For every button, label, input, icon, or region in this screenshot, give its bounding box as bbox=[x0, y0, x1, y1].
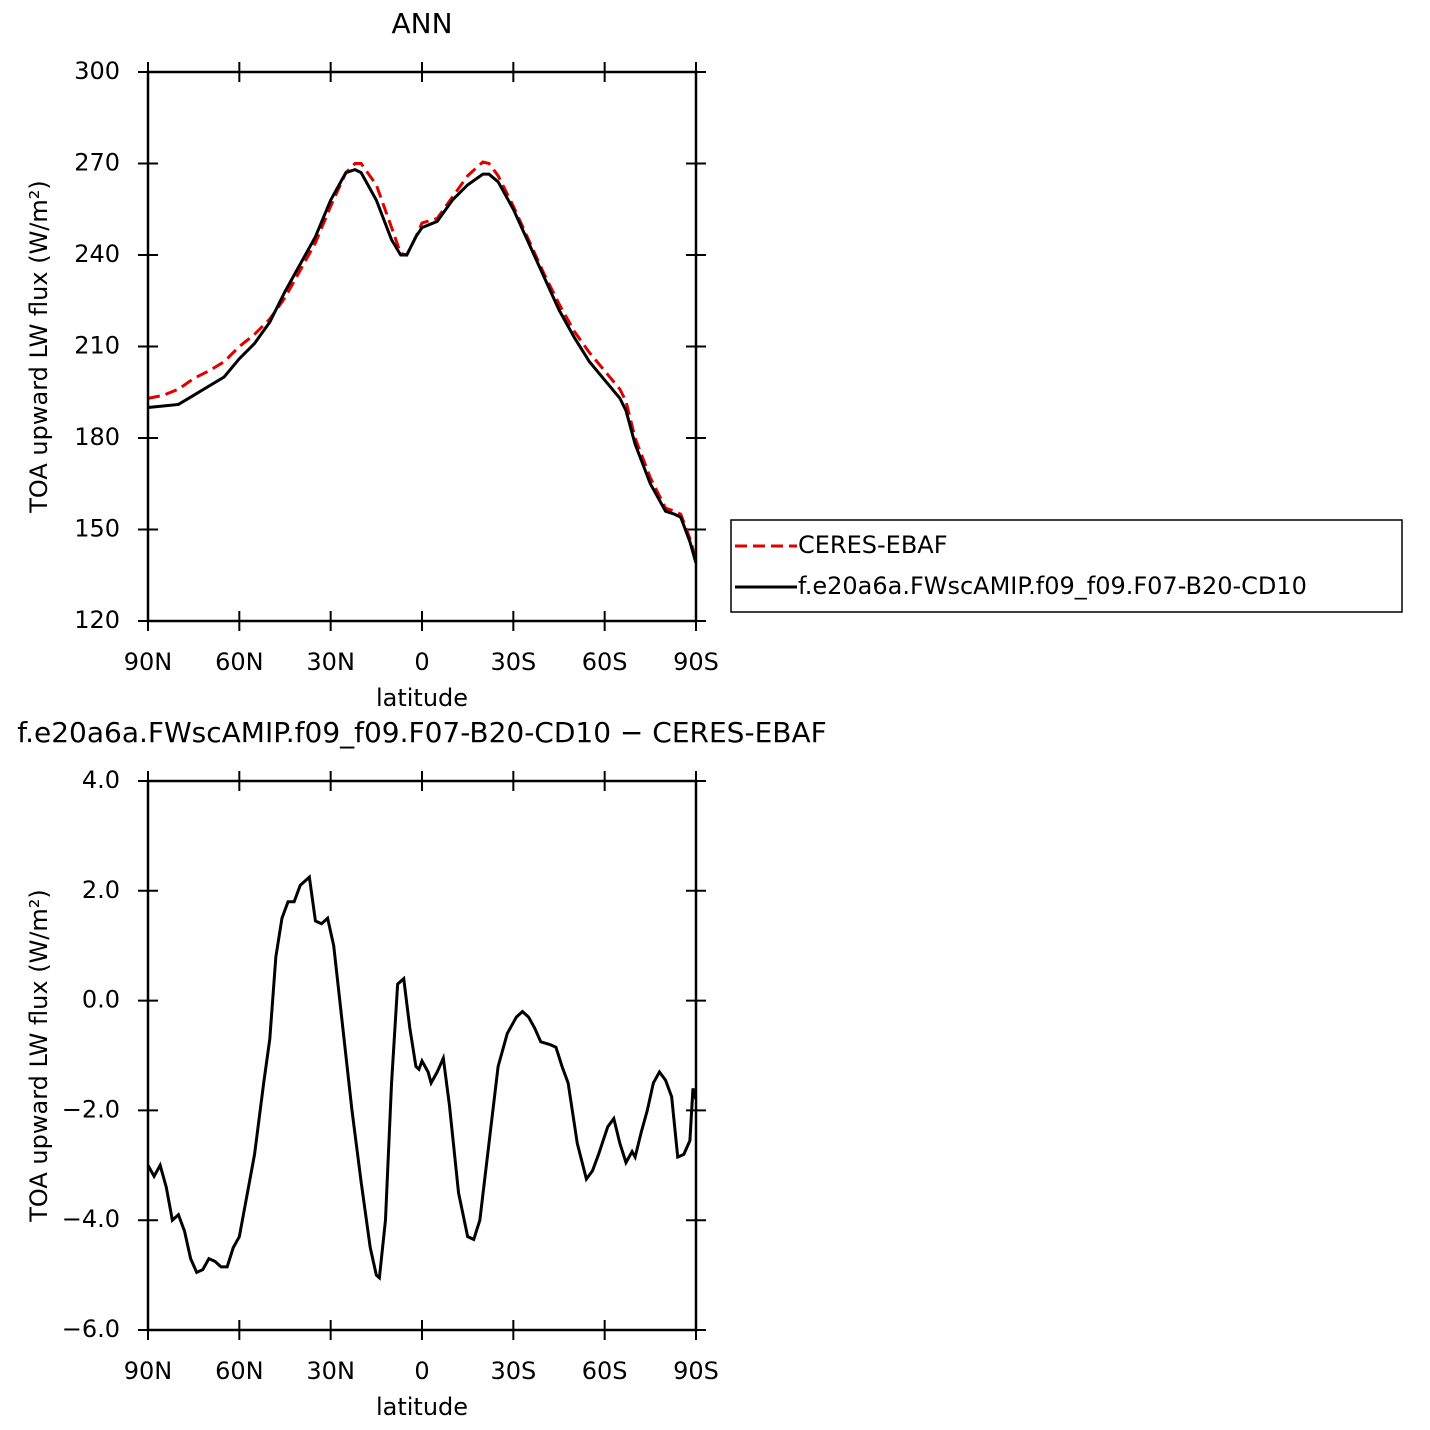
x-tick-label: 30S bbox=[490, 648, 536, 676]
y-tick-label: 2.0 bbox=[82, 876, 120, 904]
x-tick-label: 30S bbox=[490, 1357, 536, 1385]
y-axis-label: TOA upward LW flux (W/m²) bbox=[25, 889, 53, 1223]
x-tick-label: 90S bbox=[673, 648, 719, 676]
x-tick-label: 30N bbox=[306, 648, 355, 676]
legend-label: CERES-EBAF bbox=[798, 531, 948, 559]
x-tick-label: 0 bbox=[414, 648, 429, 676]
x-tick-label: 60S bbox=[582, 648, 628, 676]
plot-frame bbox=[146, 70, 698, 623]
data-line bbox=[146, 874, 698, 1281]
y-tick-label: 300 bbox=[74, 57, 120, 85]
y-tick-label: 150 bbox=[74, 515, 120, 543]
y-tick-label: 0.0 bbox=[82, 986, 120, 1014]
data-line bbox=[147, 167, 698, 564]
x-tick-label: 90S bbox=[673, 1357, 719, 1385]
legend-label: f.e20a6a.FWscAMIP.f09_f09.F07-B20-CD10 bbox=[798, 572, 1307, 600]
x-tick-label: 60N bbox=[215, 648, 264, 676]
x-tick-label: 60N bbox=[215, 1357, 264, 1385]
y-tick-label: −6.0 bbox=[62, 1315, 120, 1343]
y-tick-label: 180 bbox=[74, 423, 120, 451]
data-line bbox=[147, 160, 698, 561]
y-tick-label: −2.0 bbox=[62, 1095, 120, 1123]
y-tick-label: 120 bbox=[74, 606, 120, 634]
x-axis-label: latitude bbox=[376, 1393, 468, 1421]
y-tick-label: 4.0 bbox=[82, 766, 120, 794]
x-tick-label: 90N bbox=[124, 1357, 173, 1385]
plot-frame bbox=[146, 779, 698, 1332]
x-tick-label: 30N bbox=[306, 1357, 355, 1385]
y-tick-label: −4.0 bbox=[62, 1205, 120, 1233]
chart-title: f.e20a6a.FWscAMIP.f09_f09.F07-B20-CD10 −… bbox=[17, 716, 826, 749]
y-axis-label: TOA upward LW flux (W/m²) bbox=[25, 180, 53, 514]
x-tick-label: 60S bbox=[582, 1357, 628, 1385]
y-tick-label: 210 bbox=[74, 332, 120, 360]
x-tick-label: 90N bbox=[124, 648, 173, 676]
y-tick-label: 240 bbox=[74, 240, 120, 268]
x-tick-label: 0 bbox=[414, 1357, 429, 1385]
x-axis-label: latitude bbox=[376, 684, 468, 712]
y-tick-label: 270 bbox=[74, 149, 120, 177]
chart-title: ANN bbox=[391, 7, 452, 40]
legend-box bbox=[730, 519, 1403, 613]
